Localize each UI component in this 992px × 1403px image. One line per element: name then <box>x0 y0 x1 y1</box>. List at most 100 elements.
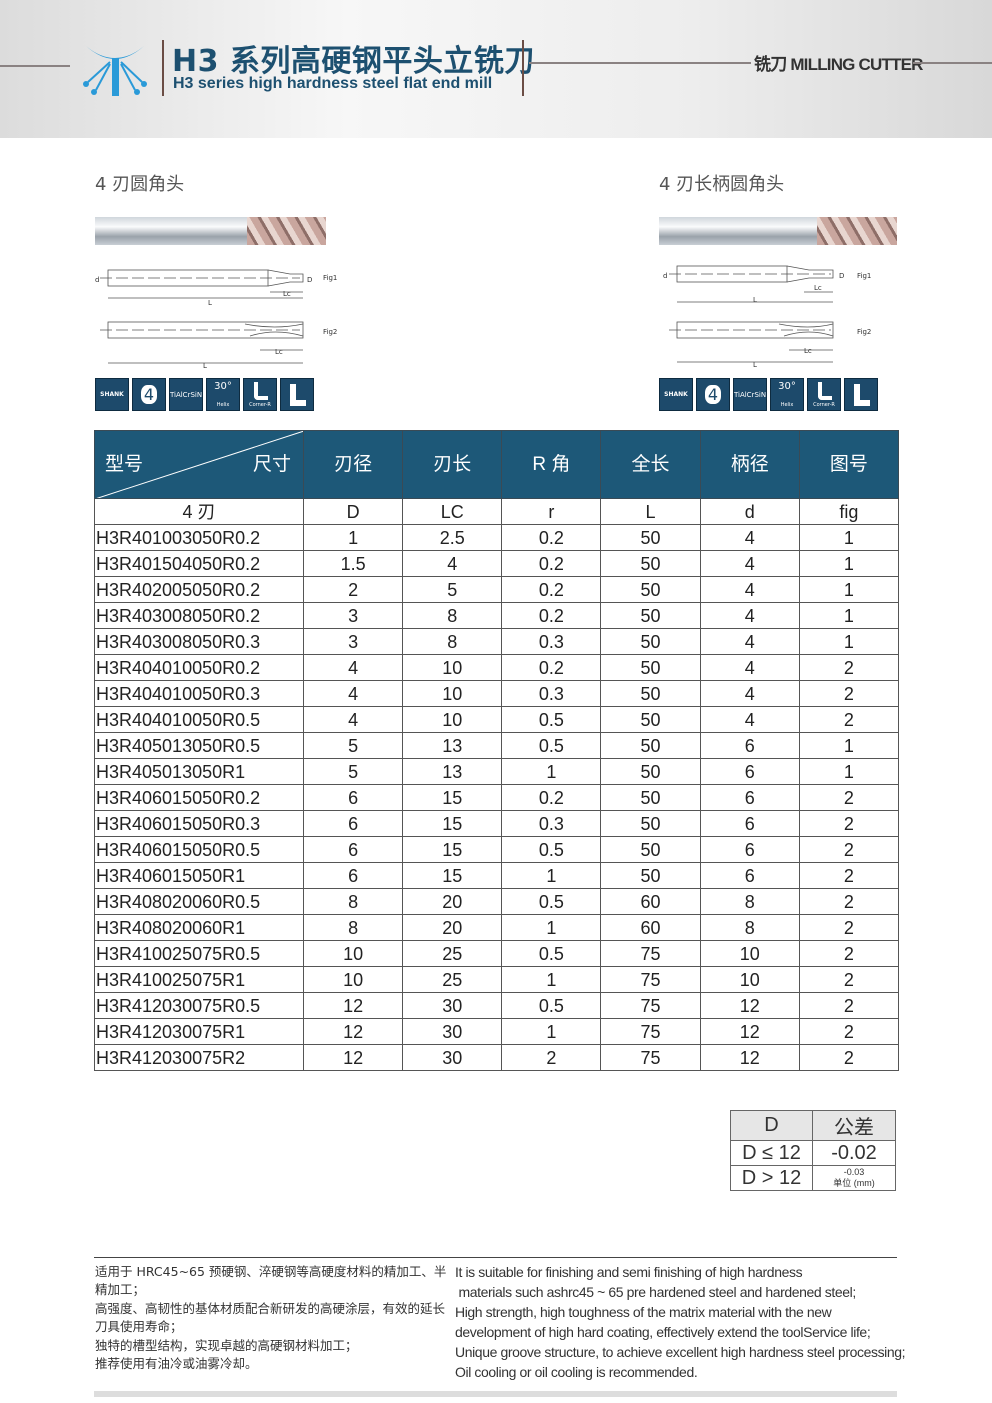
table-row: H3R403008050R0.3 3 8 0.3 50 4 1 <box>94 628 900 655</box>
overall-length-cell: 75 <box>600 1018 701 1045</box>
diameter-cell: 6 <box>302 836 404 863</box>
diagonal-header-cell: 型号 尺寸 <box>94 430 304 499</box>
table-row: H3R404010050R0.2 4 10 0.2 50 4 2 <box>94 654 900 681</box>
table-row: H3R405013050R0.5 5 13 0.5 50 6 1 <box>94 732 900 759</box>
flute-length-cell: 15 <box>402 784 503 811</box>
diameter-cell: 6 <box>302 784 404 811</box>
model-cell: H3R402005050R0.2 <box>94 576 304 603</box>
diameter-cell: 5 <box>302 758 404 785</box>
model-cell: H3R406015050R0.3 <box>94 810 304 837</box>
overall-length-cell: 50 <box>600 784 701 811</box>
diameter-cell: 12 <box>302 1018 404 1045</box>
description-line: 适用于 HRC45~65 预硬钢、淬硬钢等高硬度材料的精加工、半精加工； <box>95 1264 447 1298</box>
overall-length-cell: 50 <box>600 628 701 655</box>
model-cell: H3R408020060R1 <box>94 914 304 941</box>
shank-diameter-cell: 6 <box>699 784 800 811</box>
technical-drawing-long: L Lc Fig1 d D Lc L Fig2 <box>663 265 871 369</box>
section-title-4-flute: 4 刃圆角头 <box>95 174 185 195</box>
overall-length-cell: 50 <box>600 732 701 759</box>
footer-bar <box>94 1391 897 1397</box>
flute-length-subheader: LC <box>402 498 503 525</box>
coating-icon: TiAlCrSiN <box>169 378 203 411</box>
corner-radius-cell: 0.5 <box>501 940 602 967</box>
diameter-cell: 1 <box>302 524 404 551</box>
diameter-cell: 1.5 <box>302 550 404 577</box>
model-cell: H3R412030075R0.5 <box>94 992 304 1019</box>
shank-diameter-subheader: d <box>699 498 800 525</box>
flute-length-cell: 5 <box>402 576 503 603</box>
description-line: It is suitable for finishing and semi fi… <box>455 1264 803 1280</box>
header-divider <box>162 40 164 96</box>
figure-cell: 2 <box>798 914 900 941</box>
table-row: H3R401003050R0.2 1 2.5 0.2 50 4 1 <box>94 524 900 551</box>
shank-diameter-cell: 6 <box>699 836 800 863</box>
overall-length-cell: 50 <box>600 706 701 733</box>
col-header-figure: 图号 <box>798 430 900 499</box>
table-row: H3R403008050R0.2 3 8 0.2 50 4 1 <box>94 602 900 629</box>
description-line: development of high hard coating, effect… <box>455 1324 871 1340</box>
overall-length-cell: 50 <box>600 680 701 707</box>
flute-length-cell: 4 <box>402 550 503 577</box>
diameter-cell: 5 <box>302 732 404 759</box>
description-line: materials such ashrc45 ~ 65 pre hardened… <box>455 1284 856 1300</box>
diameter-cell: 12 <box>302 1044 404 1071</box>
flute-length-cell: 20 <box>402 888 503 915</box>
tolerance-range: D ≤ 12 <box>730 1140 813 1166</box>
overall-length-cell: 50 <box>600 836 701 863</box>
figure-cell: 1 <box>798 524 900 551</box>
col-header-diameter: 刃径 <box>302 430 404 499</box>
figure-cell: 2 <box>798 862 900 889</box>
dim-d: d <box>663 272 667 280</box>
figure-cell: 2 <box>798 654 900 681</box>
figure-cell: 2 <box>798 940 900 967</box>
corner-radius-cell: 0.2 <box>501 602 602 629</box>
overall-length-cell: 50 <box>600 602 701 629</box>
flute-length-cell: 10 <box>402 680 503 707</box>
overall-length-cell: 50 <box>600 524 701 551</box>
flute-length-cell: 15 <box>402 862 503 889</box>
tolerance-range: D > 12 <box>730 1165 813 1191</box>
diameter-cell: 8 <box>302 888 404 915</box>
size-header: 尺寸 <box>252 454 291 475</box>
model-cell: H3R412030075R2 <box>94 1044 304 1071</box>
shank-diameter-cell: 4 <box>699 524 800 551</box>
overall-length-cell: 75 <box>600 992 701 1019</box>
diameter-cell: 6 <box>302 862 404 889</box>
model-header: 型号 <box>105 454 144 475</box>
diameter-cell: 4 <box>302 706 404 733</box>
fig1-label: Fig1 <box>857 272 871 280</box>
figure-cell: 2 <box>798 680 900 707</box>
fig2-label: Fig2 <box>323 328 337 336</box>
overall-length-cell: 50 <box>600 758 701 785</box>
corner-radius-subheader: r <box>501 498 602 525</box>
figure-cell: 1 <box>798 576 900 603</box>
corner-radius-cell: 0.3 <box>501 810 602 837</box>
table-row: H3R402005050R0.2 2 5 0.2 50 4 1 <box>94 576 900 603</box>
model-cell: H3R408020060R0.5 <box>94 888 304 915</box>
description-line: 推荐使用有油冷或油雾冷却。 <box>95 1356 258 1372</box>
tolerance-header-d: D <box>730 1110 813 1141</box>
model-cell: H3R405013050R1 <box>94 758 304 785</box>
table-row: H3R405013050R1 5 13 1 50 6 1 <box>94 758 900 785</box>
flute-length-cell: 2.5 <box>402 524 503 551</box>
shank-diameter-cell: 10 <box>699 940 800 967</box>
corner-radius-cell: 0.3 <box>501 628 602 655</box>
table-row: H3R406015050R1 6 15 1 50 6 2 <box>94 862 900 889</box>
fig2-label: Fig2 <box>857 328 871 336</box>
model-cell: H3R405013050R0.5 <box>94 732 304 759</box>
figure-cell: 2 <box>798 888 900 915</box>
flute-length-cell: 30 <box>402 992 503 1019</box>
description-line: Unique groove structure, to achieve exce… <box>455 1344 906 1360</box>
model-cell: H3R404010050R0.3 <box>94 680 304 707</box>
table-header-row: 型号 尺寸 刃径 刃长 R 角 全长 柄径 图号 <box>94 430 900 499</box>
dim-Lc: Lc <box>804 347 812 355</box>
page-subtitle: H3 series high hardness steel flat end m… <box>173 75 493 92</box>
flute-length-cell: 15 <box>402 836 503 863</box>
corner-radius-cell: 0.2 <box>501 784 602 811</box>
flute-length-cell: 30 <box>402 1018 503 1045</box>
shank-diameter-cell: 4 <box>699 680 800 707</box>
figure-cell: 1 <box>798 732 900 759</box>
section-title-4-flute-long: 4 刃长柄圆角头 <box>659 174 785 195</box>
corner-radius-cell: 0.5 <box>501 888 602 915</box>
corner-radius-icon: Corner-R <box>243 378 277 411</box>
